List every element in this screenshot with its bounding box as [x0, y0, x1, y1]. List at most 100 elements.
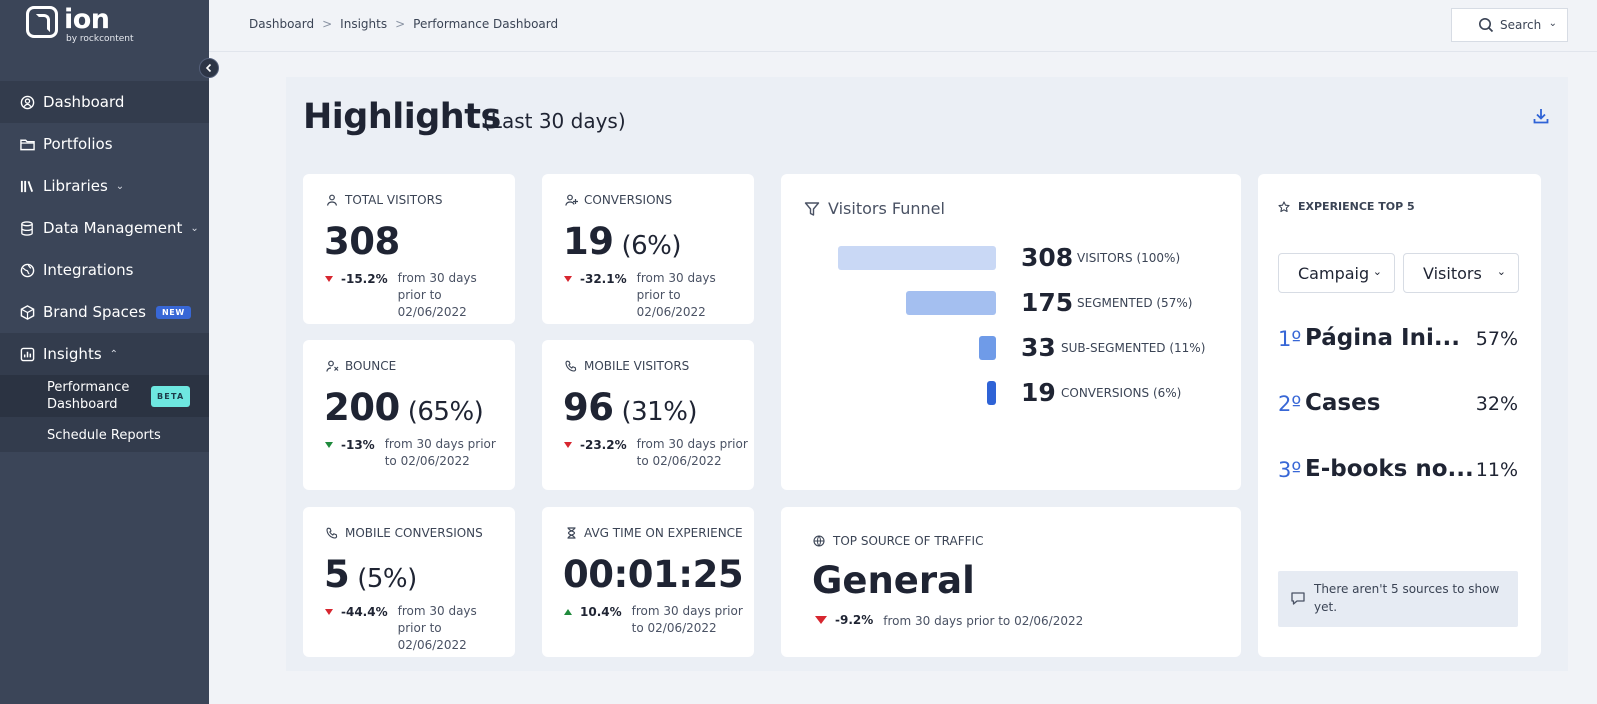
rank-name: E-books no...	[1305, 456, 1474, 482]
metric-label: TOTAL VISITORS	[345, 193, 443, 207]
campaign-select[interactable]: Campaig ⌄	[1278, 253, 1395, 293]
chevron-down-icon: ⌄	[115, 180, 125, 192]
page-subtitle: (Last 30 days)	[483, 109, 626, 133]
sidebar-nav: Dashboard Portfolios Libraries ⌄ Data Ma…	[0, 81, 209, 452]
metric-label: CONVERSIONS	[584, 193, 673, 207]
down-arrow-icon	[564, 442, 572, 448]
bar-chart-icon	[19, 346, 35, 362]
sidebar-item-label: Libraries	[43, 177, 108, 195]
sidebar-item-label: Insights	[43, 345, 102, 363]
sidebar-item-integrations[interactable]: Integrations	[0, 249, 209, 291]
metric-select[interactable]: Visitors ⌄	[1403, 253, 1519, 293]
metric-delta-note: from 30 days prior to 02/06/2022	[384, 437, 496, 468]
sidebar-collapse-button[interactable]	[199, 58, 219, 78]
breadcrumb-item-current: Performance Dashboard	[413, 17, 559, 31]
metric-value: 96	[563, 386, 614, 429]
funnel-bar	[906, 291, 996, 315]
metric-label: AVG TIME ON EXPERIENCE	[584, 526, 743, 540]
metric-card-total-visitors: TOTAL VISITORS 308 -15.2% from 30 days p…	[303, 174, 515, 324]
breadcrumb-separator: >	[395, 17, 406, 31]
sidebar-subitem-performance-dashboard[interactable]: Performance Dashboard BETA	[0, 375, 209, 417]
funnel-label: CONVERSIONS (6%)	[1061, 386, 1182, 400]
rank-name: Cases	[1305, 390, 1381, 416]
rank-number: 1º	[1278, 327, 1302, 351]
sidebar-item-data-management[interactable]: Data Management ⌄	[0, 207, 209, 249]
metric-delta-note: from 30 days prior to 02/06/2022	[397, 271, 477, 319]
download-icon[interactable]	[1532, 107, 1550, 125]
chat-bubble-icon	[1291, 592, 1305, 605]
topbar: Dashboard > Insights > Performance Dashb…	[209, 0, 1597, 52]
folder-icon	[19, 136, 35, 152]
metric-delta-note: from 30 days prior to 02/06/2022	[636, 437, 748, 468]
notice-text: There aren't 5 sources to show yet.	[1314, 582, 1500, 614]
breadcrumb: Dashboard > Insights > Performance Dashb…	[249, 17, 558, 31]
ranking-item[interactable]: 2º Cases 32%	[1278, 390, 1518, 420]
up-arrow-icon	[564, 609, 572, 615]
funnel-title: Visitors Funnel	[828, 199, 945, 218]
highlights-panel: Highlights (Last 30 days) TOTAL VISITORS…	[286, 77, 1568, 671]
user-icon	[325, 193, 339, 207]
rank-pct: 57%	[1475, 328, 1518, 350]
chevron-down-icon: ⌄	[190, 222, 199, 234]
funnel-value: 308	[1021, 243, 1074, 272]
metric-delta-note: from 30 days prior to 02/06/2022	[631, 604, 743, 635]
metric-card-mobile-visitors: MOBILE VISITORS 96 (31%) -23.2% from 30 d…	[542, 340, 754, 490]
brand-sub: by rockcontent	[66, 34, 134, 44]
sidebar-item-libraries[interactable]: Libraries ⌄	[0, 165, 209, 207]
user-plus-icon	[564, 193, 578, 207]
search-button[interactable]: Search ⌄	[1451, 8, 1568, 42]
user-x-icon	[325, 359, 339, 373]
sidebar-item-brand-spaces[interactable]: Brand Spaces NEW	[0, 291, 209, 333]
rank-pct: 32%	[1475, 393, 1518, 415]
metric-value: 200	[324, 386, 400, 429]
metric-delta-note: from 30 days prior to 02/06/2022	[397, 604, 477, 652]
sidebar-item-dashboard[interactable]: Dashboard	[0, 81, 209, 123]
breadcrumb-item-dashboard[interactable]: Dashboard	[249, 17, 315, 31]
funnel-value: 175	[1021, 288, 1074, 317]
database-icon	[19, 220, 35, 236]
rank-number: 3º	[1278, 458, 1302, 482]
sidebar-subitem-label: Performance Dashboard	[47, 380, 130, 412]
top-source-card: TOP SOURCE OF TRAFFIC General -9.2% from…	[781, 507, 1241, 657]
globe-icon	[813, 535, 825, 547]
metric-delta: -23.2%	[580, 438, 627, 452]
metric-label: BOUNCE	[345, 359, 397, 373]
sidebar-item-insights[interactable]: Insights ⌃	[0, 333, 209, 375]
metric-card-conversions: CONVERSIONS 19 (6%) -32.1% from 30 days p…	[542, 174, 754, 324]
sidebar-item-label: Dashboard	[43, 93, 125, 111]
breadcrumb-item-insights[interactable]: Insights	[340, 17, 388, 31]
metric-value: 19	[563, 220, 614, 263]
search-icon	[1479, 18, 1494, 33]
beta-badge: BETA	[151, 385, 191, 407]
breadcrumb-separator: >	[322, 17, 333, 31]
experience-top5-card: EXPERIENCE TOP 5 Campaig ⌄ Visitors ⌄ 1º…	[1258, 174, 1541, 657]
star-icon	[1278, 200, 1290, 212]
search-label: Search	[1500, 18, 1542, 32]
down-arrow-icon	[815, 616, 827, 624]
metric-value: 308	[324, 220, 400, 263]
sidebar-item-label: Brand Spaces	[43, 303, 146, 321]
ranking-item[interactable]: 3º E-books no... 11%	[1278, 456, 1518, 486]
metric-value: 00:01:25	[563, 553, 744, 596]
rank-number: 2º	[1278, 392, 1302, 416]
sidebar-subitem-schedule-reports[interactable]: Schedule Reports	[0, 417, 209, 444]
metric-card-bounce: BOUNCE 200 (65%) -13% from 30 days prior …	[303, 340, 515, 490]
metric-pct: (65%)	[407, 397, 484, 427]
top-source-value: General	[812, 559, 975, 602]
metric-delta-note: from 30 days prior to 02/06/2022	[636, 271, 716, 319]
funnel-row: 175 SEGMENTED (57%)	[781, 288, 1241, 317]
ion-logo[interactable]: ion by rockcontent	[26, 6, 134, 48]
funnel-label: SEGMENTED (57%)	[1077, 296, 1193, 310]
funnel-row: 308 VISITORS (100%)	[781, 243, 1241, 272]
metric-delta: 10.4%	[580, 605, 622, 619]
sidebar-subitem-label: Schedule Reports	[47, 428, 161, 443]
ranking-item[interactable]: 1º Página Ini... 57%	[1278, 325, 1518, 355]
sidebar-item-portfolios[interactable]: Portfolios	[0, 123, 209, 165]
brand-name: ion	[64, 4, 110, 35]
top-source-delta: -9.2%	[835, 613, 874, 627]
phone-icon	[325, 526, 339, 540]
metric-label: MOBILE VISITORS	[584, 359, 690, 373]
chevron-left-icon	[205, 63, 212, 73]
chevron-down-icon: ⌄	[1372, 265, 1382, 278]
metric-card-mobile-conversions: MOBILE CONVERSIONS 5 (5%) -44.4% from 30 …	[303, 507, 515, 657]
